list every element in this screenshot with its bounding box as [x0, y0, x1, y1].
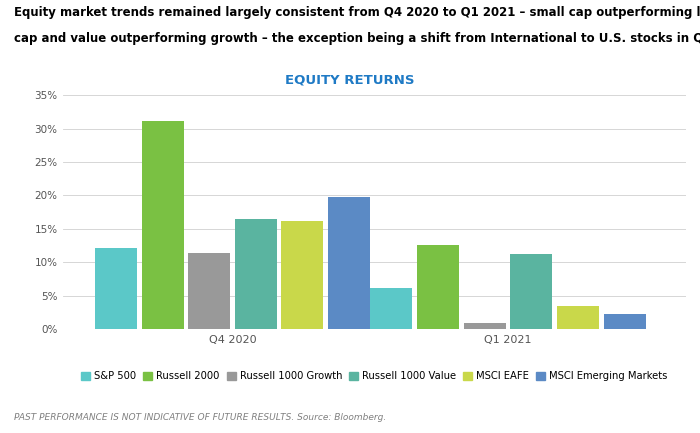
Bar: [281, 221, 323, 329]
Text: Equity market trends remained largely consistent from Q4 2020 to Q1 2021 – small: Equity market trends remained largely co…: [14, 6, 700, 19]
Bar: [463, 323, 505, 329]
Bar: [370, 288, 412, 329]
Bar: [188, 253, 230, 329]
Bar: [235, 219, 276, 329]
Text: EQUITY RETURNS: EQUITY RETURNS: [286, 74, 414, 87]
Bar: [510, 254, 552, 329]
Bar: [141, 121, 183, 329]
Text: PAST PERFORMANCE IS NOT INDICATIVE OF FUTURE RESULTS. Source: Bloomberg.: PAST PERFORMANCE IS NOT INDICATIVE OF FU…: [14, 413, 386, 422]
Legend: S&P 500, Russell 2000, Russell 1000 Growth, Russell 1000 Value, MSCI EAFE, MSCI : S&P 500, Russell 2000, Russell 1000 Grow…: [81, 372, 668, 381]
Bar: [95, 248, 137, 329]
Text: cap and value outperforming growth – the exception being a shift from Internatio: cap and value outperforming growth – the…: [14, 32, 700, 45]
Bar: [603, 314, 645, 329]
Bar: [417, 245, 459, 329]
Bar: [557, 307, 599, 329]
Bar: [328, 197, 370, 329]
